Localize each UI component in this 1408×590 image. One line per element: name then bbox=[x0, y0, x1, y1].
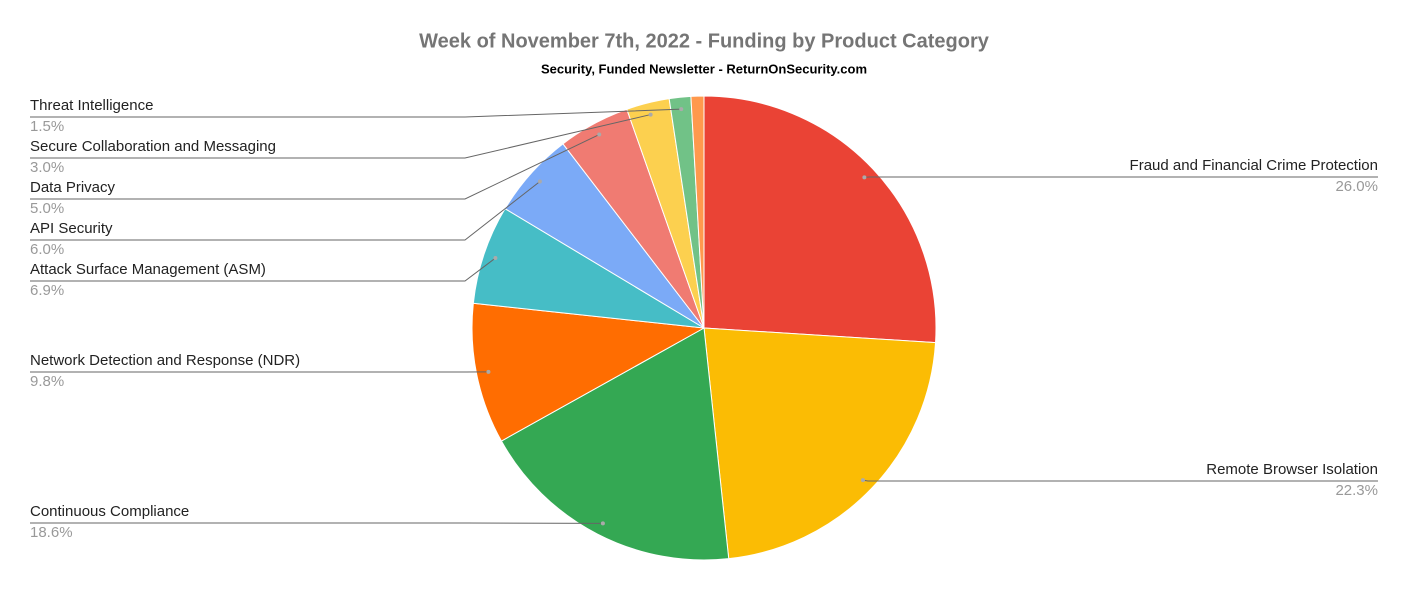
leader-line bbox=[862, 479, 1378, 482]
slice-label: Threat Intelligence bbox=[30, 97, 153, 114]
leader-dot bbox=[679, 107, 684, 112]
leader-line bbox=[30, 108, 682, 118]
slice-value-label: 18.6% bbox=[30, 524, 73, 541]
slice-value-label: 26.0% bbox=[1335, 178, 1378, 195]
leader-line bbox=[30, 134, 600, 200]
slice-label: Continuous Compliance bbox=[30, 503, 189, 520]
leader-dot bbox=[597, 132, 602, 137]
slice-value-label: 22.3% bbox=[1335, 482, 1378, 499]
pie-slice bbox=[703, 95, 937, 344]
chart-subtitle: Security, Funded Newsletter - ReturnOnSe… bbox=[541, 61, 867, 76]
chart-title: Week of November 7th, 2022 - Funding by … bbox=[419, 30, 990, 52]
slice-label: Secure Collaboration and Messaging bbox=[30, 138, 276, 155]
slice-value-label: 5.0% bbox=[30, 200, 64, 217]
slice-label: Data Privacy bbox=[30, 179, 116, 196]
pie-slice bbox=[471, 302, 706, 442]
leader-dot bbox=[648, 112, 653, 117]
slice-value-label: 6.0% bbox=[30, 241, 64, 258]
slice-label: Fraud and Financial Crime Protection bbox=[1130, 157, 1378, 174]
pie-slice bbox=[690, 95, 705, 329]
leader-line bbox=[30, 114, 651, 159]
leader-dot bbox=[537, 179, 542, 184]
slice-value-label: 1.5% bbox=[30, 118, 64, 135]
slice-label: Attack Surface Management (ASM) bbox=[30, 261, 266, 278]
pie-slice bbox=[703, 327, 937, 560]
leader-dot bbox=[493, 256, 498, 261]
leader-dot bbox=[486, 369, 491, 374]
leader-dot bbox=[860, 478, 865, 483]
pie-slice bbox=[500, 327, 730, 561]
slice-label: API Security bbox=[30, 220, 113, 237]
leader-line bbox=[30, 257, 496, 282]
slice-label: Remote Browser Isolation bbox=[1206, 461, 1378, 478]
slice-value-label: 3.0% bbox=[30, 159, 64, 176]
leader-line bbox=[30, 181, 541, 241]
slice-value-label: 9.8% bbox=[30, 373, 64, 390]
leader-dot bbox=[600, 521, 605, 526]
leader-dot bbox=[862, 175, 867, 180]
slice-value-label: 6.9% bbox=[30, 282, 64, 299]
slice-label: Network Detection and Response (NDR) bbox=[30, 352, 300, 369]
